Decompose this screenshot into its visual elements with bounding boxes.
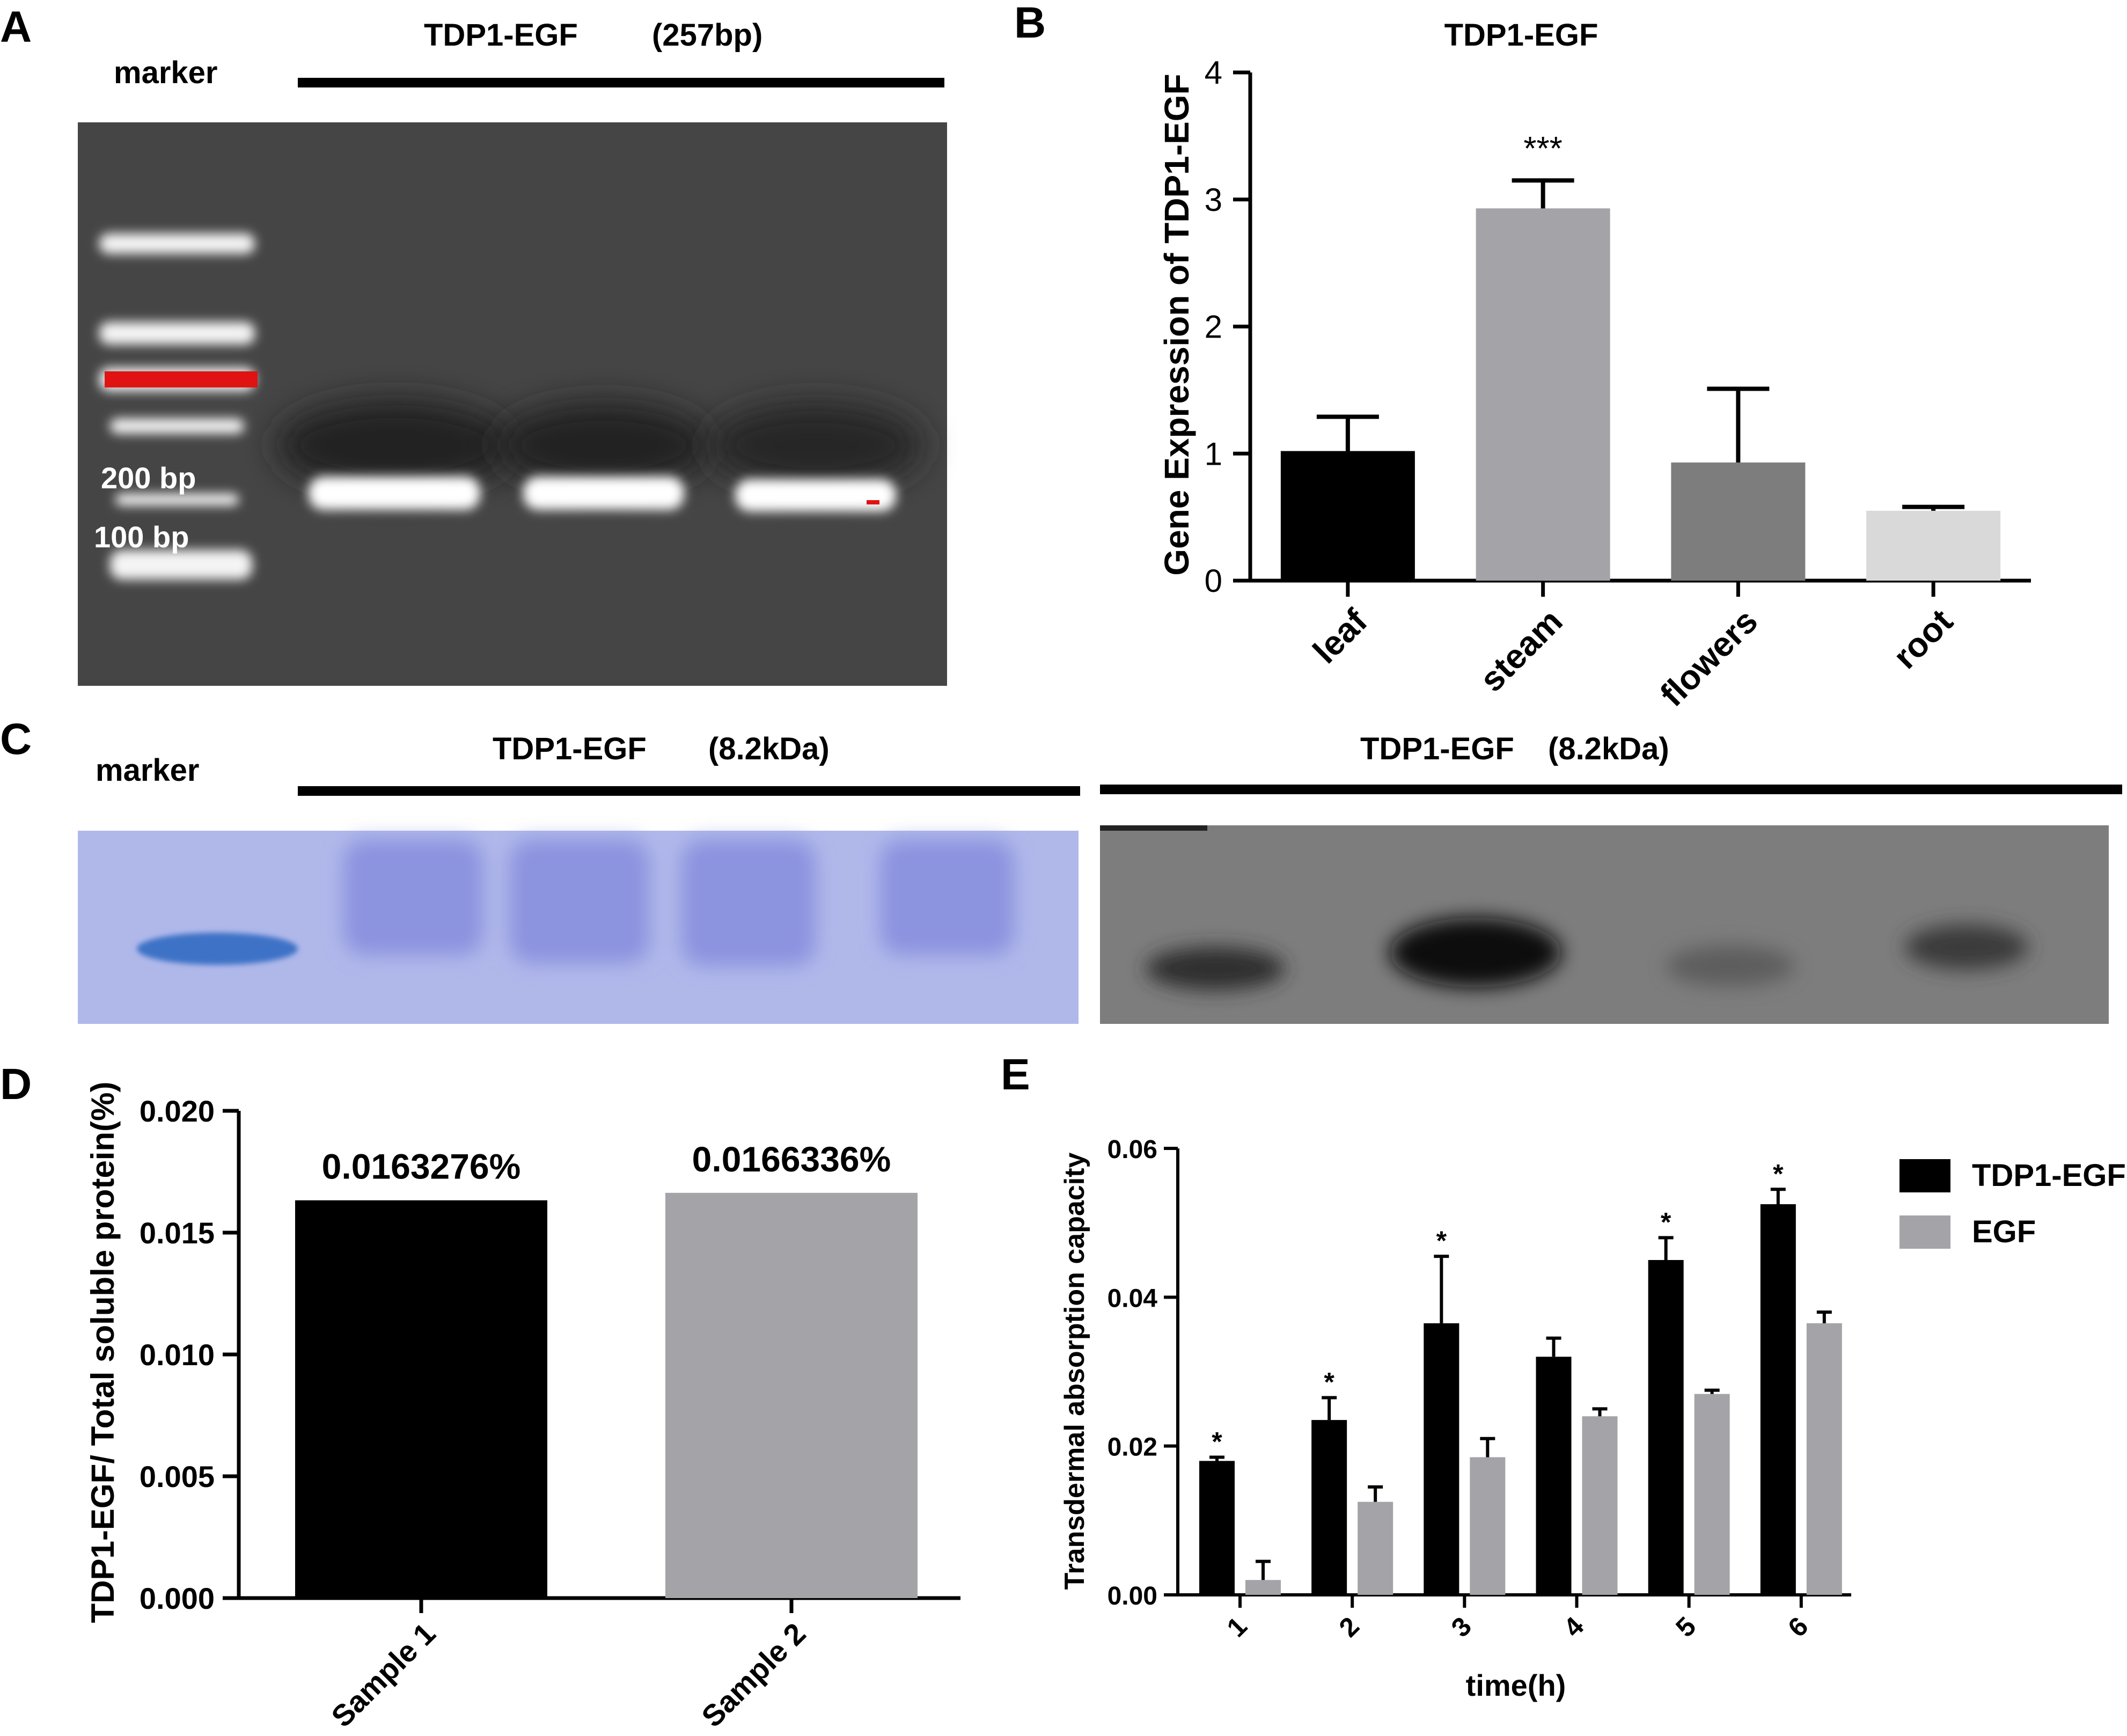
western-title: TDP1-EGF [1360,731,1514,766]
chart-d-ytick-label: 0.000 [140,1581,215,1615]
western-lane-bar [1100,785,2122,794]
sds-marker-label: marker [96,753,199,788]
chart-b-xtick-label: leaf [1305,602,1375,671]
chart-e-bar-egf [1806,1323,1842,1595]
chart-e-ytick-label: 0.00 [1107,1582,1157,1610]
panel-letter-e: E [1001,1050,1030,1099]
chart-e-bar-tdp1-egf [1648,1260,1684,1595]
gel-size: (257bp) [652,18,762,53]
panel-letter-c: C [0,715,32,764]
chart-d-ylabel: TDP1-EGF/ Total soluble protein(%) [85,1082,121,1623]
western-size: (8.2kDa) [1548,731,1669,766]
chart-d-ytick-label: 0.015 [140,1216,215,1250]
chart-b-xtick-label: flowers [1653,602,1765,714]
chart-e-xtick-label: 6 [1782,1611,1814,1643]
ladder-label-200: 200 bp [101,461,196,495]
chart-e-xtick-label: 3 [1446,1611,1477,1643]
chart-e-ytick-label: 0.06 [1107,1136,1157,1164]
chart-e-bar-egf [1358,1501,1393,1595]
chart-e-legend-swatch [1899,1215,1950,1249]
panel-letter-a: A [0,3,32,52]
panel-d-chart: D TDP1-EGF/ Total soluble protein(%) 0.00… [0,1060,960,1733]
chart-d-bar [295,1200,547,1598]
chart-e-bar-tdp1-egf [1311,1420,1347,1595]
chart-d-data-label: 0.0163276% [322,1147,521,1186]
chart-e-bar-tdp1-egf [1424,1323,1459,1595]
sds-marker-band [137,933,298,965]
chart-e-significance: * [1324,1367,1334,1397]
chart-d-bar [665,1192,918,1598]
chart-e-xtick-label: 1 [1221,1611,1253,1643]
chart-b-title: TDP1-EGF [1444,18,1598,53]
chart-e-legend-swatch [1899,1159,1950,1192]
chart-e-bar-tdp1-egf [1536,1357,1572,1595]
chart-d-ytick-label: 0.010 [140,1338,215,1372]
chart-d-data-label: 0.0166336% [692,1139,891,1179]
gel-image: 200 bp 100 bp [78,122,947,686]
chart-e-significance: * [1212,1426,1222,1456]
western-blot-image [1100,825,2109,1024]
sds-title: TDP1-EGF [493,731,647,766]
chart-b-ytick-label: 4 [1205,55,1222,91]
chart-e-significance: * [1661,1207,1671,1237]
sds-lane-bar [298,786,1080,796]
chart-b-ytick-label: 1 [1205,436,1222,472]
panel-c: C marker TDP1-EGF (8.2kDa) TDP1-EGF (8.2… [0,715,2122,1024]
chart-e-legend-label: TDP1-EGF [1972,1158,2126,1193]
chart-b-ytick-label: 2 [1205,309,1222,345]
gel-lane-bar [298,78,944,87]
chart-e-ytick-label: 0.02 [1107,1433,1157,1462]
ladder-highlight [105,371,258,387]
chart-e-ytick-label: 0.04 [1107,1284,1158,1313]
chart-e-xlabel: time(h) [1466,1668,1566,1702]
chart-d-ytick-label: 0.020 [140,1094,215,1128]
chart-b-xtick-label: steam [1472,602,1570,699]
panel-letter-d: D [0,1060,32,1109]
sds-size: (8.2kDa) [708,731,830,766]
gel-marker-label: marker [114,55,217,90]
chart-e-xtick-label: 5 [1670,1611,1701,1643]
chart-e-bar-egf [1470,1457,1506,1595]
panel-e-chart: E Transdermal absorption capacity time(h)… [1001,1050,2126,1702]
chart-e-bar-egf [1694,1394,1730,1595]
chart-e-ylabel: Transdermal absorption capacity [1059,1152,1090,1589]
chart-e-xtick-label: 4 [1558,1611,1589,1643]
chart-d-xtick-label: Sample 1 [325,1616,442,1733]
chart-e-bar-tdp1-egf [1199,1461,1235,1595]
chart-b-significance: *** [1523,130,1562,167]
chart-b-ylabel: Gene Expression of TDP1-EGF [1157,74,1196,575]
chart-e-legend-label: EGF [1972,1214,2036,1249]
gel-title: TDP1-EGF [424,18,578,53]
chart-e-significance: * [1436,1226,1447,1256]
chart-b-bar [1866,510,2001,581]
chart-b-xtick-label: root [1886,602,1960,676]
sample-bands [309,477,896,511]
ladder-label-100: 100 bp [94,520,189,554]
chart-e-bar-egf [1582,1416,1618,1595]
ladder-bands [99,233,255,580]
chart-b-bar [1476,208,1610,581]
chart-e-bar-egf [1245,1580,1281,1595]
panel-a: A marker TDP1-EGF (257bp) [0,3,947,686]
chart-b-bar [1280,451,1415,581]
panel-letter-b: B [1014,0,1046,47]
chart-e-significance: * [1773,1159,1784,1189]
chart-e-bar-tdp1-egf [1760,1204,1796,1595]
chart-e-xtick-label: 2 [1333,1611,1365,1643]
chart-b-bar [1671,462,1806,581]
chart-d-ytick-label: 0.005 [140,1460,215,1493]
chart-b-ytick-label: 0 [1205,563,1222,599]
chart-d-xtick-label: Sample 2 [695,1616,812,1733]
sds-gel-image [78,831,1079,1024]
chart-b-ytick-label: 3 [1205,182,1222,218]
